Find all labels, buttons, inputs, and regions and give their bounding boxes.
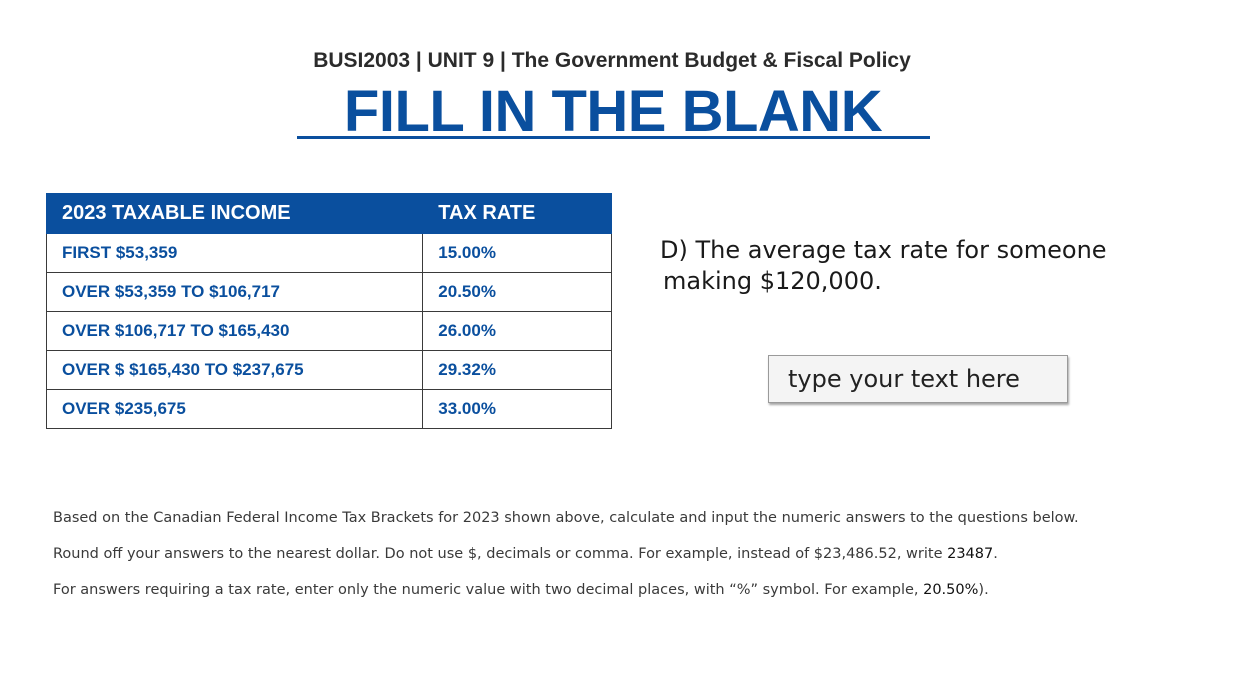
tax-rate-cell: 29.32% [422, 350, 612, 390]
table-row: FIRST $53,359 15.00% [45, 233, 612, 273]
question-line-1: D) The average tax rate for someone [660, 236, 1107, 264]
answer-input[interactable] [768, 355, 1068, 403]
table-row: OVER $53,359 TO $106,717 20.50% [45, 272, 612, 312]
tax-rate-cell: 15.00% [422, 233, 612, 273]
instruction-line-1: Based on the Canadian Federal Income Tax… [53, 510, 1203, 546]
instruction-line-3: For answers requiring a tax rate, enter … [53, 582, 1203, 618]
table-row: OVER $106,717 TO $165,430 26.00% [45, 311, 612, 351]
income-bracket-cell: FIRST $53,359 [45, 233, 424, 273]
instruction-text: Round off your answers to the nearest do… [53, 546, 948, 562]
instruction-text-end: . [993, 546, 998, 562]
table-row: OVER $235,675 33.00% [45, 389, 612, 429]
tax-rate-cell: 33.00% [422, 389, 612, 429]
tax-bracket-table: 2023 TAXABLE INCOME TAX RATE FIRST $53,3… [45, 193, 612, 429]
column-header-rate: TAX RATE [422, 193, 612, 234]
income-bracket-cell: OVER $ $165,430 TO $237,675 [45, 350, 424, 390]
instruction-text-end: ). [978, 582, 989, 598]
instruction-text: Based on the Canadian Federal Income Tax… [53, 510, 1079, 526]
instructions-block: Based on the Canadian Federal Income Tax… [53, 510, 1203, 618]
instruction-line-2: Round off your answers to the nearest do… [53, 546, 1203, 582]
table-row: OVER $ $165,430 TO $237,675 29.32% [45, 350, 612, 390]
table-header-row: 2023 TAXABLE INCOME TAX RATE [45, 193, 612, 234]
question-line-2: making $120,000. [663, 267, 882, 295]
page-title: FILL IN THE BLANK [343, 79, 883, 144]
tax-rate-cell: 26.00% [422, 311, 612, 351]
income-bracket-cell: OVER $53,359 TO $106,717 [45, 272, 424, 312]
title-underline [297, 136, 930, 139]
tax-rate-cell: 20.50% [422, 272, 612, 312]
instruction-text: For answers requiring a tax rate, enter … [53, 582, 924, 598]
income-bracket-cell: OVER $235,675 [45, 389, 424, 429]
column-header-income: 2023 TAXABLE INCOME [45, 193, 424, 234]
page-subtitle: BUSI2003 | UNIT 9 | The Government Budge… [313, 49, 911, 72]
instruction-example-value: 23487 [947, 546, 994, 562]
income-bracket-cell: OVER $106,717 TO $165,430 [45, 311, 424, 351]
instruction-example-value: 20.50% [923, 582, 979, 598]
question-prompt: D) The average tax rate for someone maki… [660, 235, 1180, 297]
